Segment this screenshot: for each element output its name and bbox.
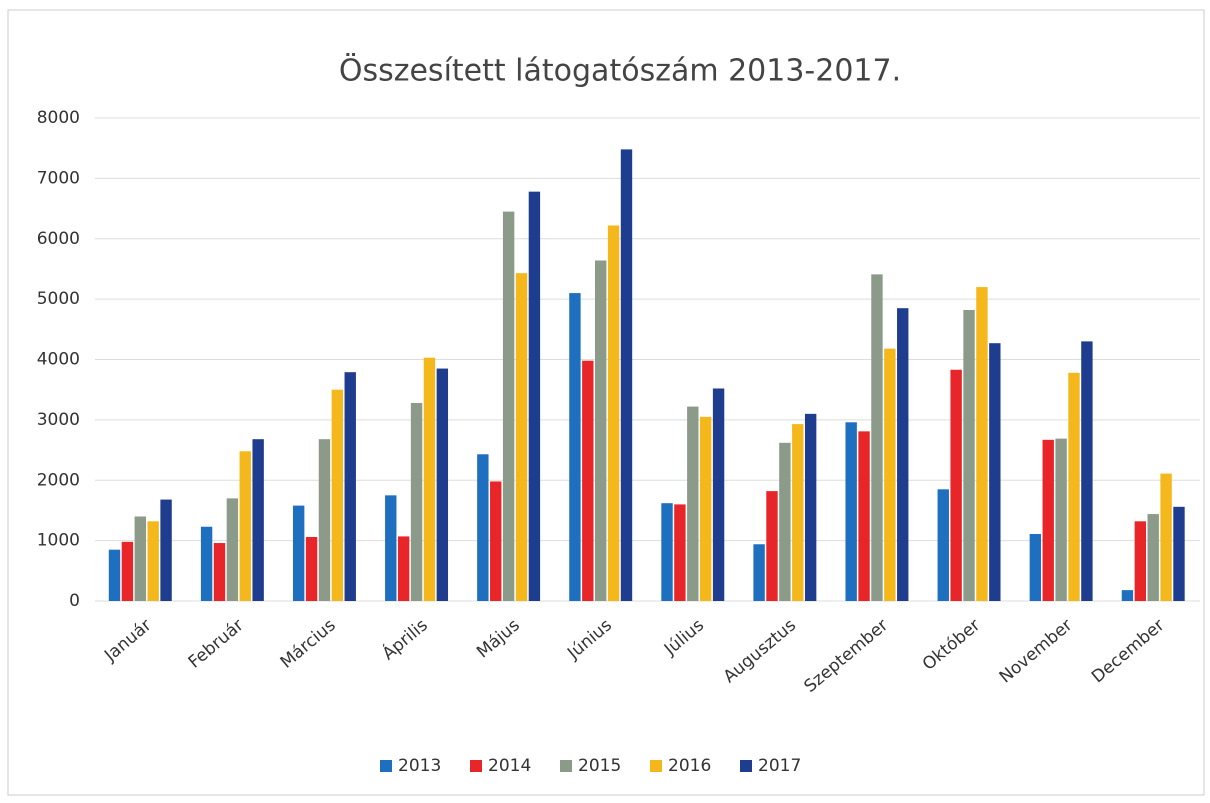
legend-swatch	[650, 760, 662, 772]
y-tick-label: 8000	[37, 108, 80, 128]
bar	[871, 274, 883, 601]
bar	[318, 439, 331, 601]
legend-label: 2017	[758, 756, 801, 776]
y-tick-label: 5000	[37, 289, 80, 309]
bar	[305, 537, 318, 601]
bar	[213, 543, 226, 601]
bar	[1121, 590, 1134, 601]
bar	[937, 489, 949, 601]
bar	[344, 372, 356, 601]
bar	[423, 357, 436, 601]
bar	[1055, 438, 1067, 601]
legend-label: 2015	[578, 756, 621, 776]
bar	[687, 406, 699, 601]
bar	[147, 521, 159, 601]
y-tick-label: 3000	[37, 410, 80, 430]
bar	[753, 544, 765, 601]
bar	[1042, 439, 1054, 601]
y-tick-label: 0	[69, 591, 80, 611]
bar	[950, 369, 962, 601]
bar	[1160, 473, 1172, 601]
bar	[661, 503, 673, 601]
bar	[134, 516, 146, 601]
bar	[779, 442, 791, 601]
bar	[436, 368, 449, 601]
bar	[292, 505, 305, 601]
bar	[766, 491, 778, 601]
bar	[1068, 372, 1080, 601]
bar	[490, 481, 502, 601]
bar	[963, 309, 975, 601]
bar	[502, 211, 515, 602]
bar	[226, 498, 239, 601]
bar	[108, 549, 121, 601]
legend-label: 2014	[488, 756, 531, 776]
bar	[976, 287, 988, 601]
y-tick-label: 1000	[37, 531, 80, 551]
bar	[1147, 514, 1159, 601]
bar	[1029, 533, 1042, 601]
bar	[582, 360, 594, 601]
bar	[858, 431, 870, 601]
bar	[1081, 341, 1093, 601]
bar	[1173, 506, 1185, 601]
chart-title: Összesített látogatószám 2013-2017.	[339, 53, 901, 89]
y-tick-label: 6000	[37, 229, 80, 249]
bar	[515, 273, 528, 601]
y-tick-label: 7000	[37, 168, 80, 188]
bar	[1134, 521, 1147, 601]
bar	[410, 402, 423, 601]
bar	[385, 495, 397, 601]
bar	[121, 541, 134, 601]
legend-swatch	[380, 760, 392, 772]
bar	[897, 308, 909, 601]
bar	[712, 388, 725, 601]
legend-swatch	[560, 760, 572, 772]
bar	[528, 191, 541, 601]
bar	[620, 149, 633, 601]
y-tick-label: 4000	[37, 350, 80, 370]
bar	[160, 499, 172, 601]
bar	[845, 422, 857, 601]
bar	[792, 424, 804, 601]
bar	[989, 343, 1001, 601]
bar	[200, 526, 213, 601]
bar	[397, 536, 410, 601]
bar	[607, 225, 620, 601]
legend-swatch	[740, 760, 752, 772]
bar	[252, 439, 264, 601]
bar	[569, 293, 581, 601]
bar	[884, 348, 896, 601]
legend-label: 2016	[668, 756, 711, 776]
bar	[804, 413, 817, 601]
legend-label: 2013	[398, 756, 441, 776]
bar	[674, 504, 686, 601]
bar	[239, 451, 251, 601]
bar	[477, 454, 489, 601]
y-tick-label: 2000	[37, 470, 80, 490]
bar	[699, 416, 712, 601]
bar	[595, 260, 607, 601]
bar	[331, 389, 344, 601]
legend-swatch	[470, 760, 482, 772]
